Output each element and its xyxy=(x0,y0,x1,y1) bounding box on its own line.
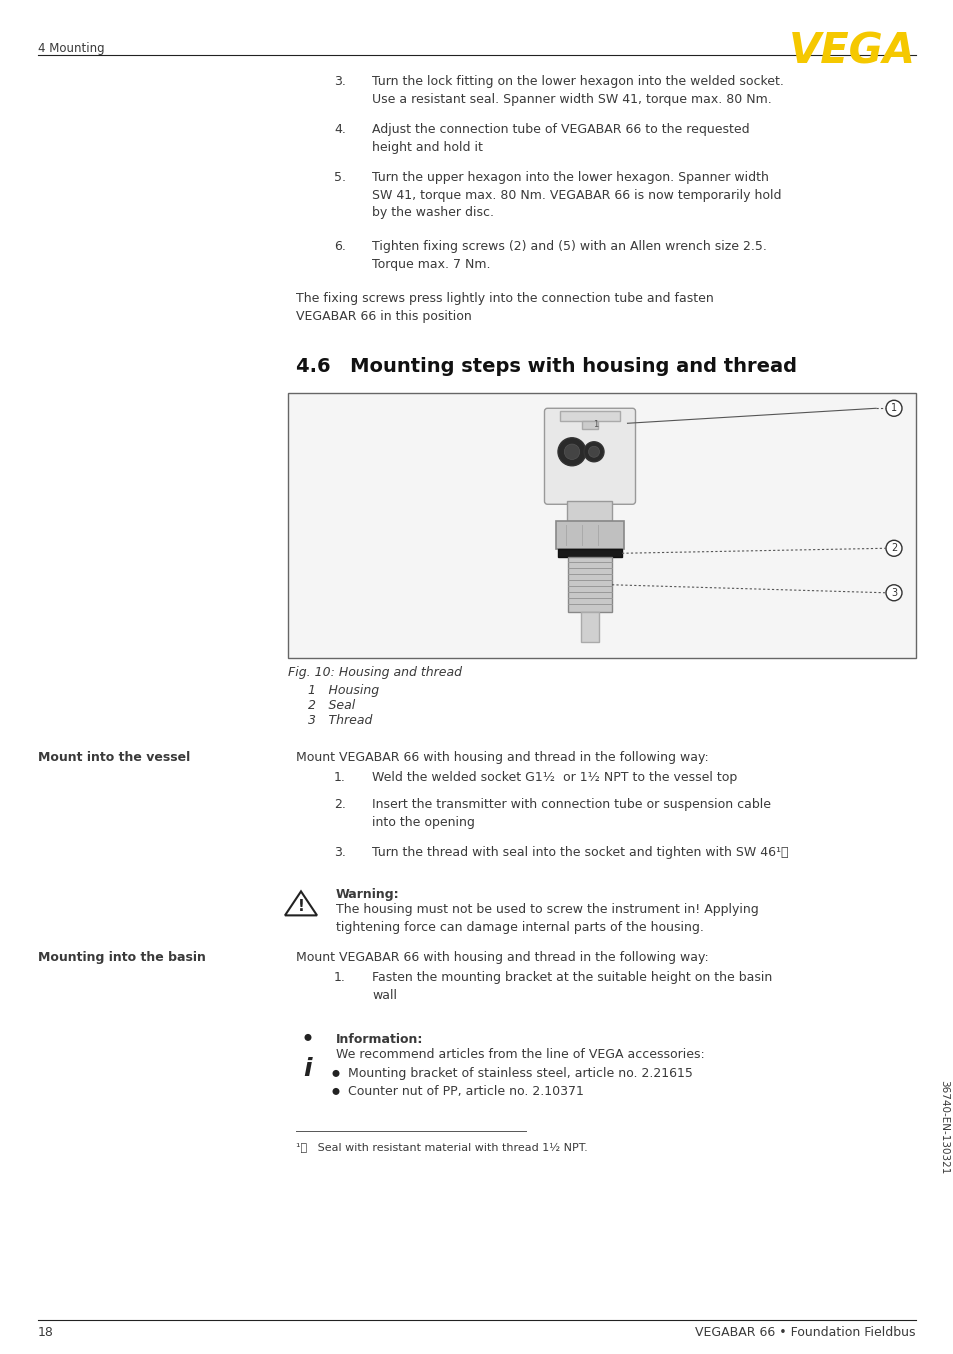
Bar xyxy=(288,393,915,658)
Circle shape xyxy=(564,444,579,459)
Text: 4.6 Mounting steps with housing and thread: 4.6 Mounting steps with housing and thre… xyxy=(295,357,796,376)
Text: 4 Mounting: 4 Mounting xyxy=(38,42,105,56)
Text: 1: 1 xyxy=(890,403,896,413)
Text: We recommend articles from the line of VEGA accessories:: We recommend articles from the line of V… xyxy=(335,1048,704,1062)
Text: Turn the lock fitting on the lower hexagon into the welded socket.
Use a resista: Turn the lock fitting on the lower hexag… xyxy=(372,74,783,106)
Text: !: ! xyxy=(297,899,304,914)
Text: Weld the welded socket G1½  or 1½ NPT to the vessel top: Weld the welded socket G1½ or 1½ NPT to … xyxy=(372,772,737,784)
Text: 3.: 3. xyxy=(334,846,346,860)
Text: 36740-EN-130321: 36740-EN-130321 xyxy=(938,1079,948,1174)
Circle shape xyxy=(558,437,585,466)
Bar xyxy=(567,558,612,612)
Text: Mounting bracket of stainless steel, article no. 2.21615: Mounting bracket of stainless steel, art… xyxy=(348,1067,692,1080)
Text: 1.: 1. xyxy=(334,772,346,784)
Text: The housing must not be used to screw the instrument in! Applying
tightening for: The housing must not be used to screw th… xyxy=(335,903,758,934)
Text: Mount VEGABAR 66 with housing and thread in the following way:: Mount VEGABAR 66 with housing and thread… xyxy=(295,751,708,764)
Text: 4.: 4. xyxy=(334,123,346,135)
Text: i: i xyxy=(303,1057,312,1082)
Text: 1 Housing: 1 Housing xyxy=(308,684,378,697)
Text: Adjust the connection tube of VEGABAR 66 to the requested
height and hold it: Adjust the connection tube of VEGABAR 66… xyxy=(372,123,749,153)
Bar xyxy=(559,412,619,421)
Text: Warning:: Warning: xyxy=(335,888,399,902)
Text: Turn the thread with seal into the socket and tighten with SW 46¹⧸: Turn the thread with seal into the socke… xyxy=(372,846,788,860)
Text: 3: 3 xyxy=(890,588,896,597)
Text: 2 Seal: 2 Seal xyxy=(308,699,355,712)
Text: ¹⧸   Seal with resistant material with thread 1½ NPT.: ¹⧸ Seal with resistant material with thr… xyxy=(295,1143,587,1154)
Text: Information:: Information: xyxy=(335,1033,423,1047)
Text: 5.: 5. xyxy=(334,171,346,184)
Text: 1: 1 xyxy=(593,420,598,429)
Circle shape xyxy=(885,540,901,556)
Polygon shape xyxy=(285,891,316,915)
Bar xyxy=(567,501,612,521)
FancyBboxPatch shape xyxy=(544,409,635,504)
Circle shape xyxy=(333,1070,339,1076)
Text: Counter nut of PP, article no. 2.10371: Counter nut of PP, article no. 2.10371 xyxy=(348,1086,583,1098)
Text: Turn the upper hexagon into the lower hexagon. Spanner width
SW 41, torque max. : Turn the upper hexagon into the lower he… xyxy=(372,171,781,219)
Text: 6.: 6. xyxy=(334,240,346,253)
Text: Mounting into the basin: Mounting into the basin xyxy=(38,952,206,964)
Text: 2: 2 xyxy=(890,543,896,554)
Bar xyxy=(580,612,598,642)
Text: Mount into the vessel: Mount into the vessel xyxy=(38,751,190,764)
FancyBboxPatch shape xyxy=(556,521,623,550)
Text: The fixing screws press lightly into the connection tube and fasten
VEGABAR 66 i: The fixing screws press lightly into the… xyxy=(295,292,713,322)
Text: Tighten fixing screws (2) and (5) with an Allen wrench size 2.5.
Torque max. 7 N: Tighten fixing screws (2) and (5) with a… xyxy=(372,240,766,271)
Text: 2.: 2. xyxy=(334,799,346,811)
Text: Fasten the mounting bracket at the suitable height on the basin
wall: Fasten the mounting bracket at the suita… xyxy=(372,971,771,1002)
Text: VEGA: VEGA xyxy=(788,30,915,72)
Bar xyxy=(581,421,598,429)
Circle shape xyxy=(304,1034,312,1041)
Circle shape xyxy=(885,585,901,601)
Circle shape xyxy=(583,441,603,462)
Circle shape xyxy=(333,1087,339,1095)
Text: VEGABAR 66 • Foundation Fieldbus: VEGABAR 66 • Foundation Fieldbus xyxy=(695,1326,915,1339)
Text: Mount VEGABAR 66 with housing and thread in the following way:: Mount VEGABAR 66 with housing and thread… xyxy=(295,952,708,964)
Text: 3.: 3. xyxy=(334,74,346,88)
Text: Insert the transmitter with connection tube or suspension cable
into the opening: Insert the transmitter with connection t… xyxy=(372,799,770,829)
Text: 3 Thread: 3 Thread xyxy=(308,715,372,727)
Text: 18: 18 xyxy=(38,1326,53,1339)
Circle shape xyxy=(885,401,901,416)
Text: Fig. 10: Housing and thread: Fig. 10: Housing and thread xyxy=(288,666,461,680)
Circle shape xyxy=(588,447,598,458)
Text: 1.: 1. xyxy=(334,971,346,984)
Bar xyxy=(558,550,621,558)
